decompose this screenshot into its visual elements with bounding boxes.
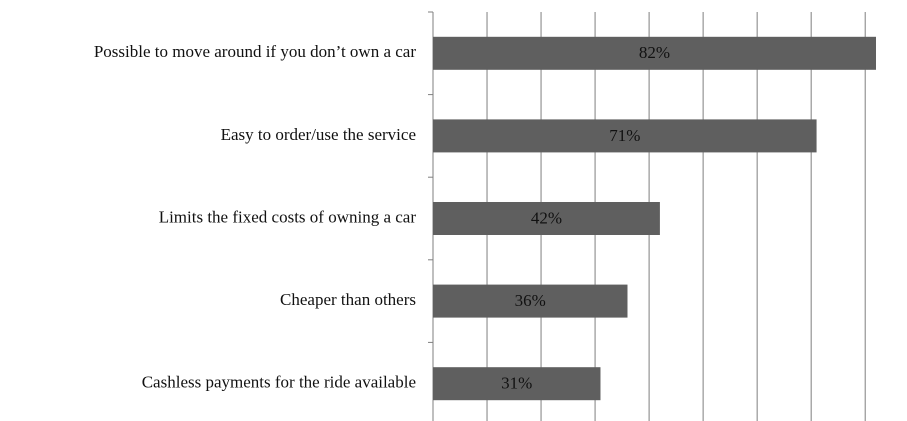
bar bbox=[433, 119, 817, 153]
value-label: 42% bbox=[531, 208, 562, 227]
value-label: 31% bbox=[501, 374, 532, 393]
bar bbox=[433, 36, 876, 70]
category-label: Easy to order/use the service bbox=[221, 125, 416, 144]
value-label: 71% bbox=[609, 126, 640, 145]
category-label: Possible to move around if you don’t own… bbox=[94, 42, 417, 61]
value-label: 36% bbox=[515, 291, 546, 310]
bar bbox=[433, 367, 601, 401]
category-label: Cheaper than others bbox=[280, 290, 416, 309]
bar bbox=[433, 202, 660, 235]
bar bbox=[433, 284, 628, 318]
value-label: 82% bbox=[639, 43, 670, 62]
category-label: Limits the fixed costs of owning a car bbox=[159, 207, 417, 226]
category-label: Cashless payments for the ride available bbox=[142, 373, 416, 392]
